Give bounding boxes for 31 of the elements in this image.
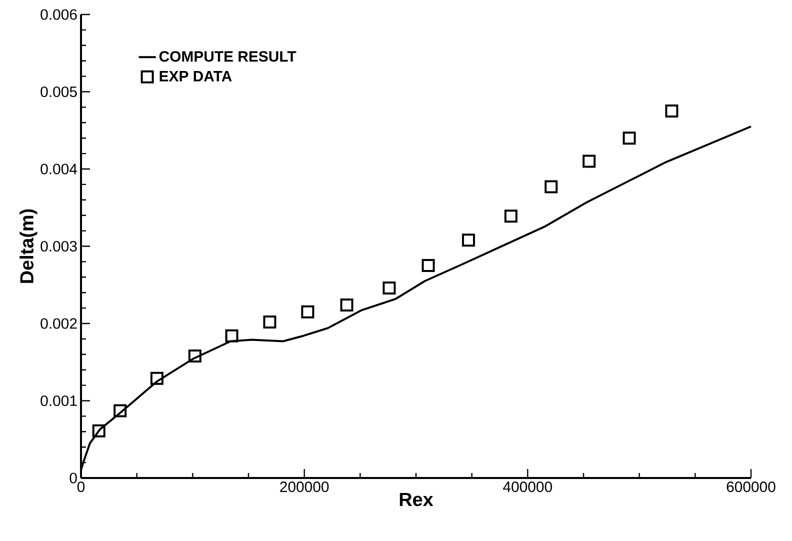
point bbox=[301, 305, 314, 318]
point bbox=[422, 259, 435, 272]
y-tick-label: 0 bbox=[70, 472, 77, 484]
legend-label: COMPUTE RESULT bbox=[159, 51, 296, 62]
point bbox=[504, 210, 518, 223]
point bbox=[225, 329, 238, 342]
y-tick-label: 0.006 bbox=[40, 9, 77, 20]
y-tick-label: 0.002 bbox=[40, 318, 77, 329]
point bbox=[150, 372, 164, 385]
x-tick-label: 200000 bbox=[280, 482, 329, 492]
x-axis-title: Rex bbox=[400, 492, 434, 506]
point bbox=[263, 315, 276, 328]
legend-label: EXP DATA bbox=[160, 71, 232, 82]
x-tick-label: 400000 bbox=[503, 482, 552, 492]
x-tick-label: 600000 bbox=[726, 482, 776, 492]
point bbox=[188, 349, 202, 362]
point bbox=[92, 424, 106, 438]
point bbox=[382, 281, 396, 294]
y-axis-title: Delta(m) bbox=[20, 209, 38, 283]
point bbox=[665, 104, 678, 118]
y-tick-label: 0.004 bbox=[40, 164, 78, 174]
point bbox=[340, 298, 354, 312]
x-tick-label: 0 bbox=[77, 482, 85, 492]
y-tick-label: 0.005 bbox=[40, 86, 77, 98]
point bbox=[544, 180, 558, 194]
point bbox=[622, 132, 636, 145]
point bbox=[114, 404, 127, 418]
y-tick-label: 0.003 bbox=[40, 240, 77, 252]
y-tick-label: 0.001 bbox=[40, 395, 77, 406]
point bbox=[462, 234, 475, 247]
point bbox=[582, 154, 596, 168]
